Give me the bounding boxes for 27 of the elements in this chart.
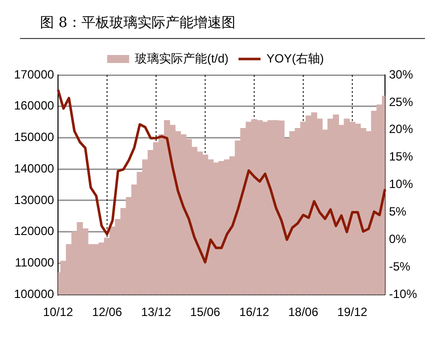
y2-tick-label: 0% [388,232,407,246]
y-tick-label: 170000 [14,67,54,82]
x-tick-label: 18/06 [288,305,319,320]
x-tick-label: 13/12 [141,305,172,320]
x-tick-label: 16/12 [239,305,270,320]
x-tick-label: 15/06 [190,305,221,320]
y2-tick-label: 15% [388,150,414,164]
x-tick-label: 12/06 [92,305,122,320]
y2-tick-label: 30% [388,67,414,82]
y2-tick-label: -5% [388,259,411,274]
y-tick-label: 130000 [14,192,54,207]
y-tick-label: 150000 [14,130,54,144]
y-tick-label: 160000 [14,98,54,113]
y2-tick-label: 5% [388,204,407,219]
y2-tick-label: 20% [388,122,414,136]
x-tick-label: 19/12 [337,305,368,320]
y2-tick-label: 25% [388,94,414,109]
legend-label: 玻璃实际产能(t/d) [135,51,229,66]
y-tick-label: 110000 [14,256,54,270]
y2-tick-label: 10% [388,177,414,192]
chart-title: 图 8：平板玻璃实际产能增速图 [20,8,425,39]
legend-label: YOY(右轴) [266,51,324,66]
y-tick-label: 100000 [14,286,54,301]
y-tick-label: 120000 [14,224,54,238]
x-tick-label: 10/12 [43,305,74,320]
y2-tick-label: -10% [388,286,418,301]
y-tick-label: 140000 [14,161,54,176]
